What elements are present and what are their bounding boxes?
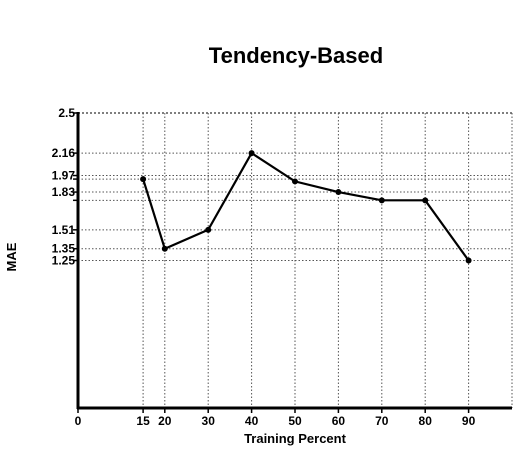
x-tick-label: 80: [419, 414, 433, 428]
x-tick-label: 60: [332, 414, 346, 428]
data-point: [335, 189, 342, 196]
x-tick-label: 0: [75, 414, 82, 428]
x-tick-label: 90: [462, 414, 476, 428]
series-group: [140, 150, 472, 264]
y-axis-label: MAE: [4, 242, 19, 271]
x-tick-label: 30: [202, 414, 216, 428]
x-tick-label: 40: [245, 414, 259, 428]
y-tick-label: 1.35: [52, 242, 76, 256]
data-point: [422, 197, 429, 204]
y-tick-label: 1.97: [52, 169, 76, 183]
y-tick-label: 1.25: [52, 254, 76, 268]
data-point: [465, 257, 472, 264]
grid: [78, 113, 513, 408]
data-point: [205, 226, 212, 233]
data-point: [161, 245, 168, 252]
data-point: [378, 197, 385, 204]
data-point: [248, 150, 255, 157]
y-tick-label: 1.83: [52, 185, 76, 199]
x-axis-label: Training Percent: [244, 431, 347, 446]
y-axis: 1.251.35 1.51 1.83 1.97 2.16 2.5: [52, 106, 78, 268]
chart-title: Tendency-Based: [209, 43, 383, 68]
data-point: [140, 176, 147, 183]
data-point: [292, 178, 298, 185]
series-line: [142, 151, 470, 262]
x-tick-label: 70: [375, 414, 389, 428]
y-tick-label: 2.5: [58, 106, 75, 120]
x-tick-label: 50: [288, 414, 302, 428]
y-tick-label: 1.51: [52, 223, 76, 237]
y-tick-label: 2.16: [52, 146, 76, 160]
x-axis: 0 15 20 30 40 50 60 70 80 90: [75, 408, 476, 428]
x-tick-label: 20: [158, 414, 172, 428]
x-tick-label: 15: [136, 414, 150, 428]
